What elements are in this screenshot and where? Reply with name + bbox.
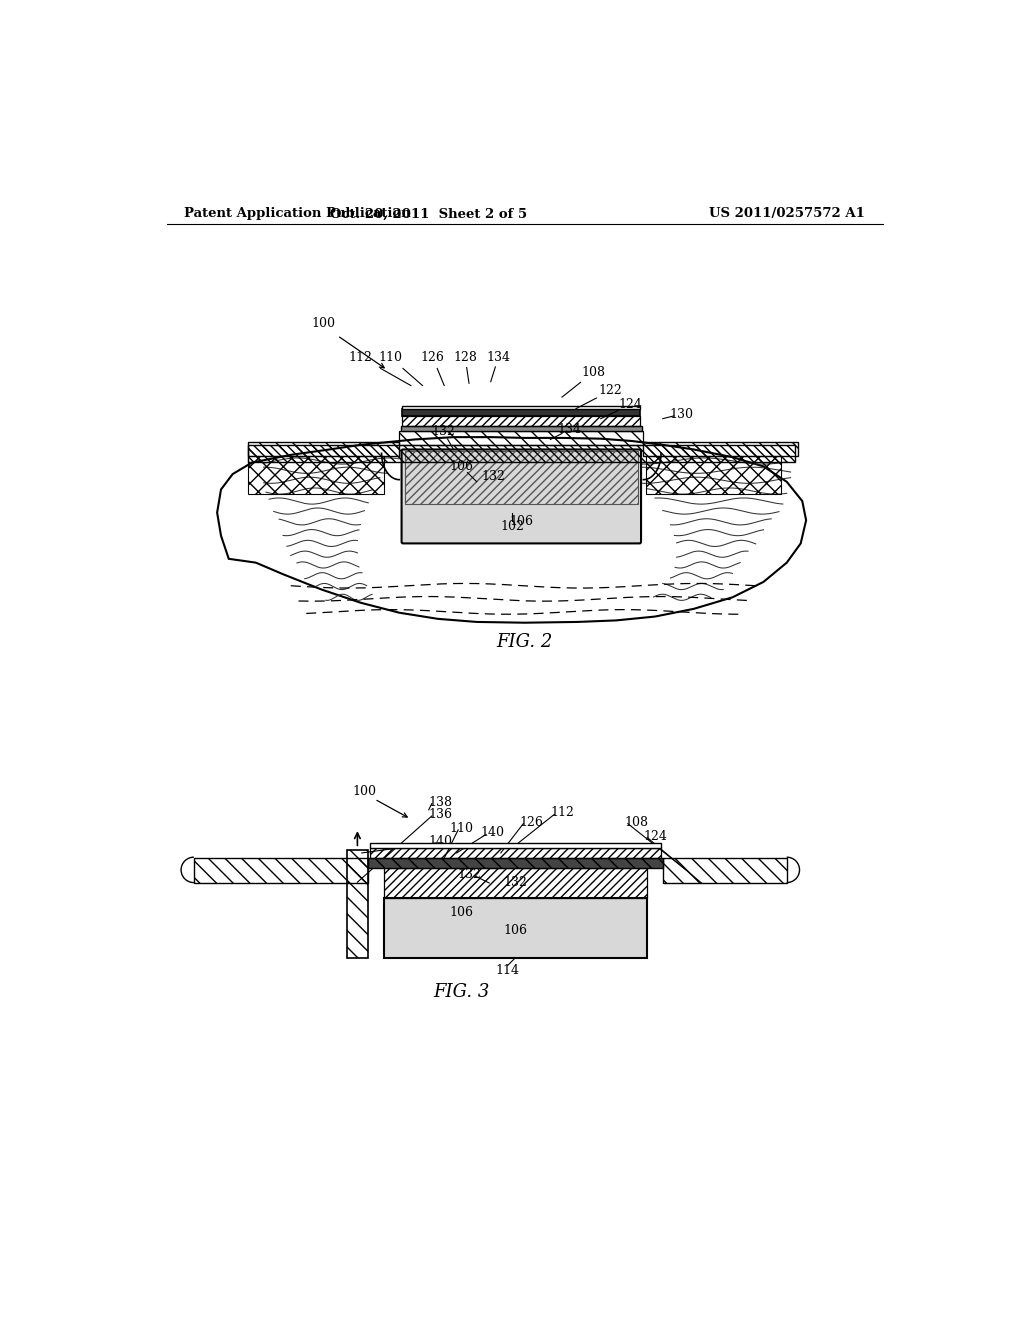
Text: 126: 126 xyxy=(519,816,544,829)
Bar xyxy=(384,869,647,898)
Bar xyxy=(646,455,781,494)
Bar xyxy=(248,445,795,462)
Text: 108: 108 xyxy=(624,816,648,829)
FancyBboxPatch shape xyxy=(401,449,641,544)
Text: 100: 100 xyxy=(352,785,377,797)
Text: 132: 132 xyxy=(481,470,505,483)
Text: 110: 110 xyxy=(450,822,474,834)
Text: 132: 132 xyxy=(457,869,481,880)
Bar xyxy=(370,843,662,849)
Text: FIG. 2: FIG. 2 xyxy=(497,634,553,651)
Text: 140: 140 xyxy=(480,826,505,840)
Bar xyxy=(402,409,640,416)
Bar xyxy=(402,416,640,426)
Text: FIG. 3: FIG. 3 xyxy=(433,982,489,1001)
Bar xyxy=(248,455,384,494)
Text: Oct. 20, 2011  Sheet 2 of 5: Oct. 20, 2011 Sheet 2 of 5 xyxy=(330,207,527,220)
Bar xyxy=(663,858,786,883)
Bar xyxy=(194,858,369,883)
Text: 130: 130 xyxy=(670,408,693,421)
Text: 114: 114 xyxy=(496,964,520,977)
Text: 140: 140 xyxy=(429,834,453,847)
Text: 124: 124 xyxy=(643,829,668,842)
Bar xyxy=(370,849,662,858)
Bar xyxy=(400,426,642,432)
Bar xyxy=(346,850,369,958)
Text: 134: 134 xyxy=(486,351,510,363)
Bar xyxy=(643,442,799,455)
Bar xyxy=(399,430,643,445)
Text: 106: 106 xyxy=(450,907,473,920)
Text: 132: 132 xyxy=(504,876,527,890)
Bar xyxy=(248,442,399,455)
Polygon shape xyxy=(217,437,806,623)
Text: 106: 106 xyxy=(450,459,473,473)
Bar xyxy=(402,407,640,409)
Text: Patent Application Publication: Patent Application Publication xyxy=(183,207,411,220)
Text: 108: 108 xyxy=(581,366,605,379)
Text: 106: 106 xyxy=(504,924,527,937)
Text: 126: 126 xyxy=(421,351,444,363)
Text: 100: 100 xyxy=(311,317,335,330)
Text: 128: 128 xyxy=(454,351,477,363)
Text: 112: 112 xyxy=(550,807,574,820)
Text: 138: 138 xyxy=(429,796,453,809)
Text: 136: 136 xyxy=(429,808,453,821)
Bar xyxy=(384,898,647,958)
Text: 124: 124 xyxy=(618,399,642,412)
Text: 110: 110 xyxy=(378,351,402,363)
Text: 102: 102 xyxy=(501,520,524,533)
Text: 112: 112 xyxy=(348,351,373,363)
Text: 132: 132 xyxy=(431,425,456,438)
Text: 106: 106 xyxy=(509,515,534,528)
Bar xyxy=(369,858,663,869)
Text: 122: 122 xyxy=(598,384,622,397)
Bar xyxy=(404,451,638,504)
Text: US 2011/0257572 A1: US 2011/0257572 A1 xyxy=(710,207,865,220)
Text: 134: 134 xyxy=(558,422,582,436)
